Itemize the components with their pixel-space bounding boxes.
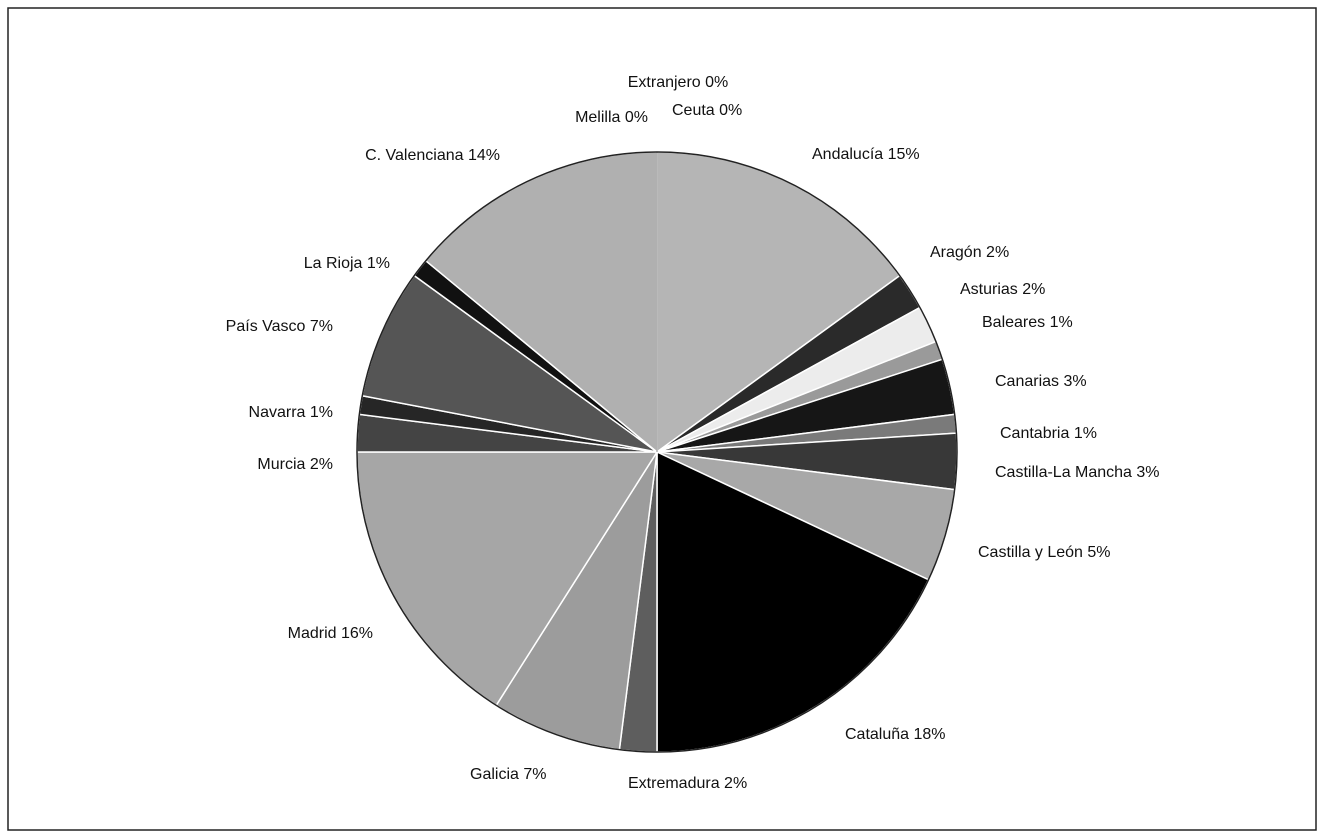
- slice-value: 2%: [724, 775, 747, 792]
- slice-value: 1%: [310, 404, 333, 421]
- slice-value: 0%: [719, 102, 742, 119]
- slice-name: Cantabria: [1000, 425, 1069, 442]
- slice-label: Andalucía 15%: [812, 146, 920, 163]
- slice-label: Extranjero 0%: [628, 74, 729, 91]
- slice-label: Canarias 3%: [995, 373, 1087, 390]
- slice-label: Galicia 7%: [470, 766, 546, 783]
- slice-name: Melilla: [575, 109, 620, 126]
- slice-value: 3%: [1136, 464, 1159, 481]
- slice-value: 7%: [523, 766, 546, 783]
- slice-value: 16%: [341, 625, 373, 642]
- slice-name: Baleares: [982, 314, 1045, 331]
- slice-label: Extremadura 2%: [628, 775, 747, 792]
- slice-name: Castilla-La Mancha: [995, 464, 1132, 481]
- slice-label: Baleares 1%: [982, 314, 1073, 331]
- slice-value: 15%: [888, 146, 920, 163]
- slice-value: 1%: [1074, 425, 1097, 442]
- slice-value: 1%: [1050, 314, 1073, 331]
- slice-name: Cataluña: [845, 726, 909, 743]
- slice-name: Murcia: [257, 456, 305, 473]
- slice-name: Madrid: [288, 625, 337, 642]
- slice-label: Navarra 1%: [249, 404, 333, 421]
- slice-name: Andalucía: [812, 146, 883, 163]
- slice-label: Asturias 2%: [960, 281, 1045, 298]
- slice-label: Aragón 2%: [930, 244, 1009, 261]
- slice-label: Castilla y León 5%: [978, 544, 1111, 561]
- slice-name: La Rioja: [304, 255, 363, 272]
- slice-value: 1%: [367, 255, 390, 272]
- slice-name: Aragón: [930, 244, 982, 261]
- slice-value: 0%: [705, 74, 728, 91]
- slice-label: Cantabria 1%: [1000, 425, 1097, 442]
- slice-label: Ceuta 0%: [672, 102, 742, 119]
- slice-label: Cataluña 18%: [845, 726, 946, 743]
- slice-label: C. Valenciana 14%: [365, 147, 500, 164]
- slice-value: 3%: [1063, 373, 1086, 390]
- slice-name: Galicia: [470, 766, 519, 783]
- slice-label: País Vasco 7%: [226, 318, 333, 335]
- slice-value: 0%: [625, 109, 648, 126]
- slice-name: C. Valenciana: [365, 147, 464, 164]
- slice-label: Melilla 0%: [575, 109, 648, 126]
- pie-outline: [356, 151, 958, 753]
- slice-name: Extranjero: [628, 74, 701, 91]
- slice-value: 18%: [914, 726, 946, 743]
- slice-label: La Rioja 1%: [304, 255, 390, 272]
- slice-name: Navarra: [249, 404, 306, 421]
- slice-name: Canarias: [995, 373, 1059, 390]
- frame: [7, 7, 1317, 831]
- slice-name: Ceuta: [672, 102, 715, 119]
- slice-name: Castilla y León: [978, 544, 1083, 561]
- slice-value: 14%: [468, 147, 500, 164]
- slice-value: 2%: [1022, 281, 1045, 298]
- slice-value: 2%: [310, 456, 333, 473]
- slice-value: 7%: [310, 318, 333, 335]
- slice-name: País Vasco: [226, 318, 306, 335]
- slice-name: Extremadura: [628, 775, 720, 792]
- slice-value: 2%: [986, 244, 1009, 261]
- slice-label: Madrid 16%: [288, 625, 373, 642]
- slice-label: Murcia 2%: [257, 456, 333, 473]
- slice-name: Asturias: [960, 281, 1018, 298]
- slice-value: 5%: [1087, 544, 1110, 561]
- slice-label: Castilla-La Mancha 3%: [995, 464, 1160, 481]
